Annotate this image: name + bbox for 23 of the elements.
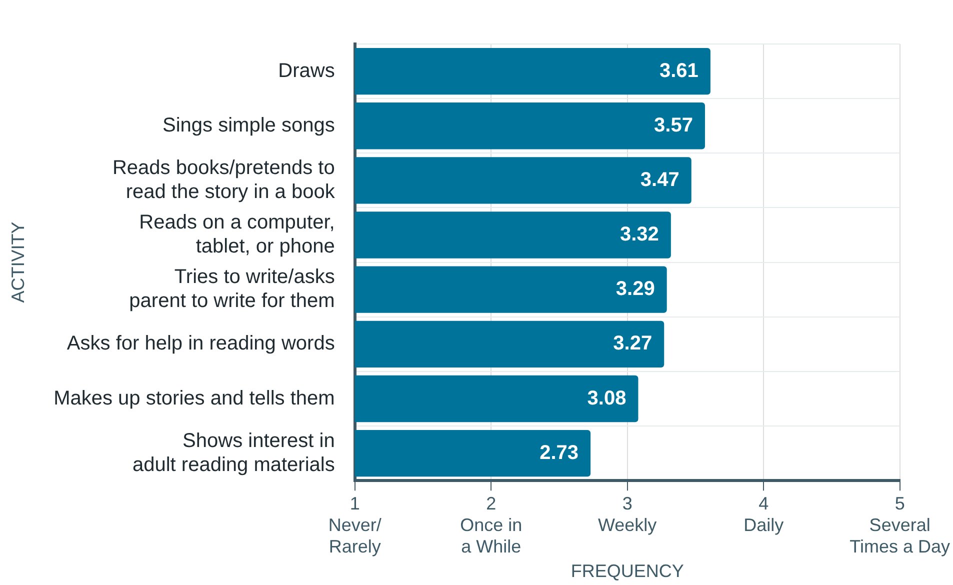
y-tick-label: Reads on a computer, tablet, or phone <box>139 212 335 258</box>
x-tick-label: 4 Daily <box>744 493 784 535</box>
y-tick-label: Shows interest in adult reading materials <box>132 430 335 476</box>
y-axis-title: ACTIVITY <box>8 222 28 303</box>
y-tick-label: Reads books/pretends to read the story in a book <box>112 156 336 203</box>
y-tick-label: Draws <box>278 60 335 82</box>
y-tick-label: Tries to write/asks parent to write for them <box>129 266 335 312</box>
data-label: 3.47 <box>640 168 680 191</box>
data-label: 3.32 <box>620 224 659 246</box>
data-label: 3.08 <box>587 387 626 410</box>
data-label: 3.27 <box>613 332 652 355</box>
data-label: 2.73 <box>540 442 579 464</box>
data-label: 3.61 <box>660 60 698 82</box>
x-tick-label: 2 Once in a While <box>460 493 522 557</box>
y-tick-label: Sings simple songs <box>162 114 335 136</box>
data-label: 3.29 <box>616 278 655 300</box>
x-tick-label: 5 Several Times a Day <box>850 493 950 557</box>
y-tick-label: Makes up stories and tells them <box>54 387 335 410</box>
y-tick-label: Asks for help in reading words <box>66 332 335 355</box>
x-tick-label: 3 Weekly <box>598 493 657 535</box>
x-tick-label: 1 Never/ Rarely <box>328 493 382 557</box>
data-label: 3.57 <box>654 114 693 136</box>
x-axis-title: FREQUENCY <box>570 561 684 582</box>
